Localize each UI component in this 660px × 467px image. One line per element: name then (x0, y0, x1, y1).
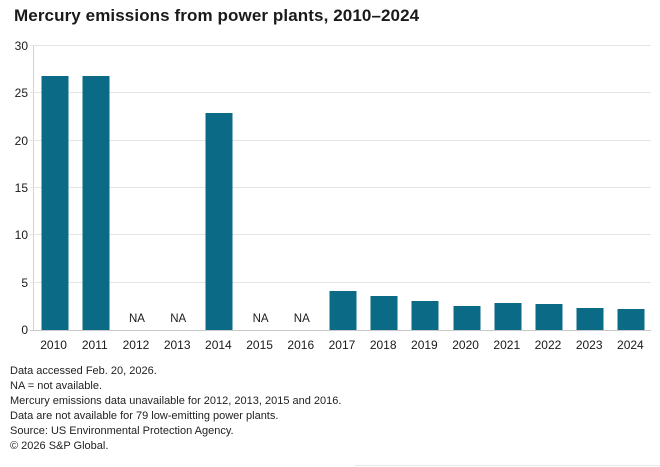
x-tick-label-2018: 2018 (369, 338, 397, 352)
x-tick-label-2024: 2024 (617, 338, 644, 352)
bar-slot-2017 (322, 46, 363, 330)
gridline-20 (30, 139, 651, 141)
na-label-2013: NA (170, 313, 187, 325)
x-tick-label-2015: 2015 (246, 338, 273, 352)
x-tick-label-2019: 2019 (411, 338, 438, 352)
y-tick-label-0: 0 (21, 323, 28, 337)
footnote-line-1: Data accessed Feb. 20, 2026. (10, 365, 157, 377)
bar-2020 (453, 306, 481, 330)
x-tick-label-2023: 2023 (575, 338, 603, 352)
y-tick-label-20: 20 (14, 133, 28, 148)
bar-2018 (370, 295, 398, 330)
na-label-2016: NA (293, 313, 310, 325)
bar-slot-2021 (487, 46, 528, 330)
footnote-line-5: Source: US Environmental Protection Agen… (10, 425, 234, 437)
gridline-30 (30, 45, 651, 46)
bar-2023 (576, 308, 604, 330)
footnote-line-2: NA = not available. (10, 380, 103, 392)
bar-slot-2015: NA (240, 46, 281, 330)
bar-2011 (82, 76, 110, 330)
x-tick-label-2010: 2010 (40, 338, 67, 352)
na-label-2015: NA (252, 313, 269, 325)
y-tick-label-5: 5 (21, 275, 28, 290)
footnote-line-6: © 2026 S&P Global. (10, 440, 109, 452)
x-tick-label-2016: 2016 (287, 338, 315, 352)
gridline-25 (30, 92, 651, 94)
bar-slot-2018 (364, 46, 405, 330)
y-tick-label-25: 25 (14, 86, 28, 101)
bar-2014 (205, 113, 233, 330)
y-tick-label-10: 10 (14, 228, 28, 243)
bottom-divider (355, 465, 660, 466)
gridline-10 (30, 234, 651, 236)
x-tick-label-2017: 2017 (328, 338, 356, 352)
bar-slot-2014 (199, 46, 240, 330)
y-tick-label-15: 15 (14, 181, 28, 195)
bar-2010 (41, 76, 69, 330)
bar-slot-2022 (528, 46, 569, 330)
bar-slot-2010 (34, 46, 75, 330)
x-tick-label-2022: 2022 (534, 338, 562, 352)
gridline-0 (30, 330, 651, 331)
x-tick-label-2020: 2020 (452, 338, 479, 352)
x-tick-label-2021: 2021 (493, 338, 521, 352)
bar-slot-2012: NA (116, 46, 157, 330)
footnotes: Data accessed Feb. 20, 2026. NA = not ava… (10, 364, 650, 454)
bar-2019 (411, 300, 439, 330)
bar-2022 (535, 303, 563, 330)
x-tick-label-2013: 2013 (163, 338, 191, 352)
footnote-line-4: Data are not available for 79 low-emitti… (10, 410, 279, 422)
bar-slot-2016: NA (281, 46, 322, 330)
bar-slot-2011 (75, 46, 116, 330)
bar-slot-2019 (405, 46, 446, 330)
chart-title: Mercury emissions from power plants, 201… (14, 6, 420, 25)
gridline-15 (30, 187, 651, 188)
y-tick-label-30: 30 (14, 39, 28, 53)
plot-area: NA NA NA NA (30, 45, 652, 331)
bar-slot-2024 (611, 46, 652, 330)
bar-2017 (329, 291, 357, 330)
na-label-2012: NA (128, 313, 145, 325)
x-tick-label-2014: 2014 (205, 338, 232, 352)
bar-chart: 0 5 10 15 20 25 30 NA NA NA NA 2010 2011 2012 2013 20… (14, 39, 652, 352)
bar-slot-2023 (570, 46, 611, 330)
bar-2021 (494, 302, 522, 330)
gridline-5 (30, 281, 651, 283)
x-tick-label-2012: 2012 (122, 338, 150, 352)
footnote-line-3: Mercury emissions data unavailable for 2… (10, 395, 342, 407)
bar-2024 (617, 309, 645, 330)
bar-slot-2013: NA (158, 46, 199, 330)
bar-slot-2020 (446, 46, 487, 330)
x-tick-label-2011: 2011 (81, 338, 108, 352)
